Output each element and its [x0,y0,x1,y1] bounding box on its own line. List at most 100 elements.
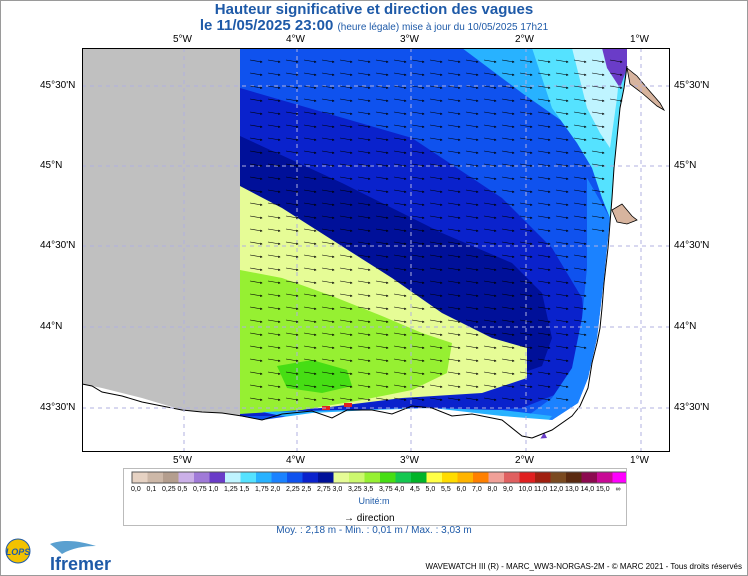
wave-direction-arrow [321,163,335,167]
legend-swatch-7 [240,472,256,483]
wave-direction-arrow [267,345,281,349]
wave-direction-arrow [357,384,371,388]
wave-direction-arrow [501,345,515,349]
wave-direction-arrow [285,319,299,323]
wave-direction-arrow [285,293,299,297]
wave-direction-arrow [447,293,461,297]
wave-direction-arrow [537,124,551,128]
svg-text:LOPS: LOPS [6,547,31,557]
wave-direction-arrow [357,137,371,141]
wave-direction-arrow [357,72,371,76]
wave-direction-arrow [555,280,569,284]
wave-direction-arrow [357,59,371,63]
wave-direction-arrow [285,98,299,102]
wave-direction-arrow [465,72,479,76]
ifremer-logo: Ifremer [50,540,111,574]
wave-direction-arrow [357,241,371,245]
wave-direction-arrow [375,189,389,193]
wave-direction-arrow [519,241,533,245]
wave-direction-arrow [285,163,299,167]
wave-direction-arrow [267,150,281,154]
wave-direction-arrow [267,332,281,336]
lon-tick-top-0: 5°W [173,34,192,45]
wave-direction-arrow [411,293,425,297]
wave-direction-arrow [429,124,443,128]
wave-direction-arrow [411,384,425,388]
wave-direction-arrow [429,384,443,388]
wave-direction-arrow [411,176,425,180]
legend-swatch-5 [209,472,225,483]
wave-direction-arrow [249,228,263,232]
wave-direction-arrow [321,371,335,375]
wave-direction-arrow [339,72,353,76]
wave-direction-arrow [375,397,389,401]
legend-label-18: 4,5 [410,486,420,493]
legend-label-6: 1,25 [224,486,238,493]
land-south [82,384,552,452]
legend-swatch-28 [566,472,582,483]
wave-direction-arrow [411,189,425,193]
legend-label-17: 4,0 [394,486,405,493]
wave-direction-arrow [429,163,443,167]
wave-direction-arrow [537,306,551,310]
wave-direction-arrow [321,59,335,63]
wave-direction-arrow [321,397,335,401]
wave-direction-arrow [249,124,263,128]
wave-direction-arrow [465,111,479,115]
legend-label-22: 7,0 [472,486,482,493]
wave-direction-arrow [483,228,497,232]
legend-swatch-13 [333,472,349,483]
legend-swatch-12 [318,472,334,483]
wave-direction-arrow [519,345,533,349]
wave-direction-arrow [249,215,263,219]
wave-direction-arrow [393,59,407,63]
wave-direction-arrow [537,111,551,115]
wave-direction-arrow [519,176,533,180]
wave-direction-arrow [249,163,263,167]
wave-direction-arrow [591,176,605,180]
wave-direction-arrow [501,189,515,193]
wave-direction-arrow [393,319,407,323]
wave-direction-arrow [483,241,497,245]
wave-direction-arrow [501,293,515,297]
wave-direction-arrow [555,345,569,349]
wave-direction-arrow [483,397,497,401]
gironde-estuary [626,67,666,112]
wave-direction-arrow [285,254,299,258]
wave-direction-arrow [267,306,281,310]
wave-direction-arrow [429,397,443,401]
wave-direction-arrow [339,202,353,206]
wave-direction-arrow [447,124,461,128]
wave-direction-arrow [483,267,497,271]
wave-direction-arrow [285,241,299,245]
wave-direction-arrow [375,176,389,180]
wave-direction-arrow [465,137,479,141]
wave-direction-arrow [519,150,533,154]
wave-direction-arrow [465,124,479,128]
legend-label-28: 13,0 [565,486,579,493]
wave-direction-arrow [267,85,281,89]
wave-direction-arrow [285,332,299,336]
wave-direction-arrow [465,241,479,245]
wave-direction-arrow [501,85,515,89]
wave-direction-arrow [609,98,623,102]
wave-direction-arrow [285,228,299,232]
wave-direction-arrow [411,137,425,141]
lat-tick-left-2: 44°30'N [40,240,76,251]
wave-direction-arrow [303,215,317,219]
wave-direction-arrow [321,306,335,310]
wave-direction-arrow [267,280,281,284]
wave-direction-arrow [393,98,407,102]
coastline-south [82,383,533,439]
wave-direction-arrow [555,163,569,167]
wave-direction-arrow [501,371,515,375]
wave-direction-arrow [537,59,551,63]
wave-direction-arrow [555,332,569,336]
wave-direction-arrow [411,358,425,362]
wave-direction-arrow [393,358,407,362]
wave-direction-arrow [429,254,443,258]
wave-direction-arrow [393,111,407,115]
wave-direction-arrow [393,397,407,401]
wave-direction-arrow [519,85,533,89]
wave-direction-arrow [519,72,533,76]
